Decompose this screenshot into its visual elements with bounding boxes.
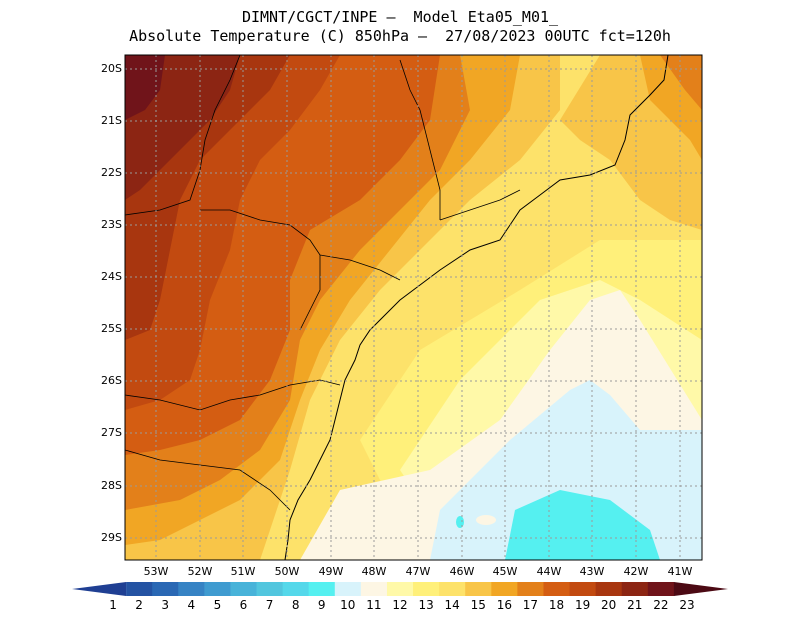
lat-label: 25S xyxy=(101,322,122,335)
title-line-2: Absolute Temperature (C) 850hPa – 27/08/… xyxy=(129,27,671,45)
colorbar-label: 4 xyxy=(187,598,196,612)
colorbar-label: 12 xyxy=(392,598,408,612)
colorbar-label: 13 xyxy=(418,598,434,612)
lat-label: 28S xyxy=(101,479,122,492)
field-level-9-patch xyxy=(505,490,660,560)
lat-label: 29S xyxy=(101,531,122,544)
colorbar-label: 2 xyxy=(135,598,143,612)
lon-label: 45W xyxy=(492,565,518,578)
lat-label: 20S xyxy=(101,62,122,75)
colorbar-swatch xyxy=(465,582,492,596)
lon-label: 46W xyxy=(449,565,475,578)
colorbar-label: 19 xyxy=(574,598,591,612)
lat-lon-grid xyxy=(125,55,702,560)
colorbar-swatch xyxy=(204,582,231,596)
colorbar-swatch xyxy=(413,582,440,596)
colorbar-swatch xyxy=(178,582,205,596)
colorbar-swatch xyxy=(334,582,362,596)
lat-label: 23S xyxy=(101,218,122,231)
lon-label: 49W xyxy=(318,565,344,578)
coastline xyxy=(284,55,669,560)
colorbar-swatch xyxy=(126,582,153,596)
field-level-10-ocean xyxy=(430,380,702,560)
lat-label: 24S xyxy=(101,270,122,283)
lon-label: 42W xyxy=(623,565,649,578)
colorbar-label: 22 xyxy=(653,598,669,612)
colorbar-swatch xyxy=(386,582,414,596)
colorbar-swatch xyxy=(282,582,310,596)
colorbar-label: 20 xyxy=(601,598,617,612)
colorbar-swatch xyxy=(595,582,623,596)
lon-label: 51W xyxy=(230,565,256,578)
state-borders xyxy=(125,55,521,511)
lon-label: 43W xyxy=(579,565,605,578)
colorbar-swatch xyxy=(673,582,728,596)
colorbar-swatch xyxy=(439,582,466,596)
field-level-23-corner xyxy=(125,55,165,120)
colorbar-swatch xyxy=(517,582,544,596)
title-line-1: DIMNT/CGCT/INPE – Model Eta05_M01_ xyxy=(241,8,559,26)
colorbar-label: 23 xyxy=(679,598,695,612)
lat-label: 27S xyxy=(101,426,122,439)
colorbar-swatch xyxy=(621,582,649,596)
colorbar-label: 10 xyxy=(340,598,356,612)
lat-label: 22S xyxy=(101,166,122,179)
colorbar-swatch xyxy=(491,582,518,596)
lon-label: 52W xyxy=(187,565,213,578)
lon-label: 50W xyxy=(274,565,300,578)
colorbar-swatch xyxy=(360,582,388,596)
lon-label: 41W xyxy=(667,565,693,578)
plot-frame xyxy=(124,54,703,561)
colorbar-label: 6 xyxy=(239,598,248,612)
lon-label: 47W xyxy=(405,565,431,578)
colorbar-label: 9 xyxy=(317,598,326,612)
lat-label: 21S xyxy=(101,114,122,127)
colorbar-swatch xyxy=(72,582,127,596)
colorbar-swatch xyxy=(647,582,675,596)
colorbar-swatch xyxy=(569,582,597,596)
map-plot-area xyxy=(125,55,702,560)
colorbar-label: 8 xyxy=(291,598,300,612)
colorbar-swatch xyxy=(152,582,179,596)
colorbar xyxy=(72,582,728,596)
colorbar-swatch xyxy=(308,582,336,596)
lon-label: 53W xyxy=(143,565,169,578)
colorbar-label: 16 xyxy=(496,598,512,612)
colorbar-label: 11 xyxy=(366,598,382,612)
field-level-9-spot xyxy=(456,516,464,528)
colorbar-label: 15 xyxy=(470,598,486,612)
colorbar-label: 17 xyxy=(522,598,539,612)
colorbar-label: 18 xyxy=(548,598,565,612)
colorbar-label: 21 xyxy=(627,598,643,612)
colorbar-swatch xyxy=(230,582,258,596)
colorbar-label: 5 xyxy=(213,598,222,612)
colorbar-swatch xyxy=(543,582,571,596)
lat-label: 26S xyxy=(101,374,122,387)
colorbar-label: 3 xyxy=(161,598,170,612)
lon-label: 48W xyxy=(361,565,387,578)
colorbar-label: 14 xyxy=(444,598,460,612)
lon-label: 44W xyxy=(536,565,562,578)
field-level-11-spot xyxy=(476,515,496,525)
colorbar-label: 7 xyxy=(265,598,274,612)
colorbar-label: 1 xyxy=(109,598,117,612)
colorbar-swatch xyxy=(256,582,284,596)
